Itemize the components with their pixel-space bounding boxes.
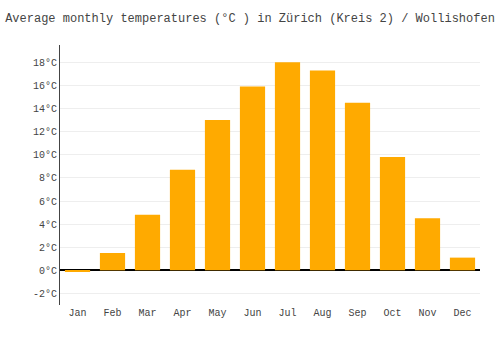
svg-text:Mar: Mar [138, 308, 156, 319]
svg-text:Jun: Jun [243, 308, 261, 319]
svg-text:Sep: Sep [348, 308, 366, 319]
svg-text:May: May [208, 308, 226, 319]
svg-text:Jan: Jan [68, 308, 86, 319]
svg-text:16°C: 16°C [33, 81, 57, 92]
svg-text:12°C: 12°C [33, 127, 57, 138]
svg-text:Average monthly temperatures (: Average monthly temperatures (°C ) in Zü… [5, 12, 495, 26]
svg-text:0°C: 0°C [39, 266, 57, 277]
svg-text:Feb: Feb [103, 308, 121, 319]
svg-text:Dec: Dec [453, 308, 471, 319]
svg-text:Jul: Jul [278, 308, 296, 319]
svg-text:18°C: 18°C [33, 58, 57, 69]
svg-text:4°C: 4°C [39, 220, 57, 231]
svg-text:Nov: Nov [418, 308, 436, 319]
svg-text:2°C: 2°C [39, 243, 57, 254]
svg-text:14°C: 14°C [33, 104, 57, 115]
svg-text:8°C: 8°C [39, 173, 57, 184]
svg-text:-2°C: -2°C [33, 289, 57, 300]
svg-text:Apr: Apr [173, 308, 191, 319]
svg-text:Oct: Oct [383, 308, 401, 319]
svg-text:Aug: Aug [313, 308, 331, 319]
svg-text:10°C: 10°C [33, 150, 57, 161]
svg-text:6°C: 6°C [39, 197, 57, 208]
